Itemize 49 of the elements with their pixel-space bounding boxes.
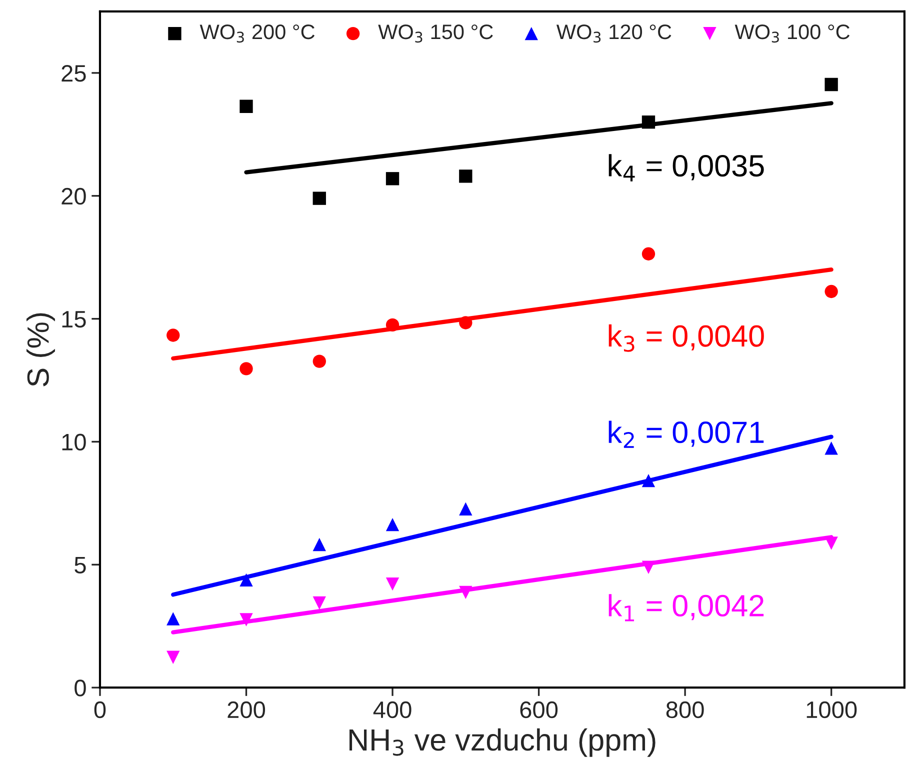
point — [642, 116, 656, 129]
point — [240, 613, 253, 626]
x-tick-label: 800 — [666, 701, 704, 718]
point — [312, 192, 326, 205]
y-tick-label: 10 — [62, 434, 86, 451]
point — [312, 354, 326, 368]
point — [240, 573, 253, 586]
y-tick-label: 5 — [74, 556, 86, 574]
point — [824, 78, 838, 92]
x-tick-label: 1000 — [806, 701, 857, 718]
point — [386, 318, 400, 332]
point — [312, 538, 326, 552]
point — [240, 100, 253, 113]
y-tick-label: 25 — [62, 64, 86, 82]
point — [824, 284, 838, 298]
legend-label: WO$_{3}$ 120 °C — [556, 24, 672, 43]
y-tick-label: 20 — [62, 188, 86, 205]
point — [642, 247, 656, 260]
point — [386, 578, 400, 591]
legend-label: WO$_{3}$ 200 °C — [200, 24, 315, 43]
point — [459, 502, 472, 516]
point — [824, 442, 838, 455]
point — [386, 518, 400, 532]
point — [312, 596, 326, 610]
y-axis-title: S (%) — [26, 313, 55, 386]
legend-label: WO$_{3}$ 100 °C — [734, 24, 850, 43]
annotation: k$_{1}$ = 0,0042 — [608, 594, 764, 622]
point — [240, 362, 253, 376]
annotation: k$_{3}$ = 0,0040 — [608, 324, 764, 352]
point — [642, 560, 656, 574]
annotation: k$_{2}$ = 0,0071 — [608, 420, 764, 448]
x-tick-label: 200 — [228, 701, 266, 718]
x-tick-label: 600 — [520, 701, 558, 718]
point — [459, 586, 472, 600]
point — [166, 328, 180, 342]
point — [824, 536, 838, 550]
y-tick-label: 0 — [74, 680, 86, 696]
x-tick-label: 0 — [94, 701, 106, 718]
annotation: k$_{4}$ = 0,0035 — [608, 154, 764, 182]
point — [166, 612, 180, 626]
point — [166, 650, 180, 664]
legend-label: WO$_{3}$ 150 °C — [378, 24, 493, 43]
x-tick-label: 400 — [373, 701, 412, 718]
point — [459, 170, 472, 183]
point — [459, 316, 472, 330]
x-axis-title: NH$_{3}$ ve vzduchu (ppm) — [350, 728, 656, 757]
point — [642, 474, 656, 488]
y-tick-label: 15 — [62, 311, 86, 328]
point — [386, 172, 400, 186]
